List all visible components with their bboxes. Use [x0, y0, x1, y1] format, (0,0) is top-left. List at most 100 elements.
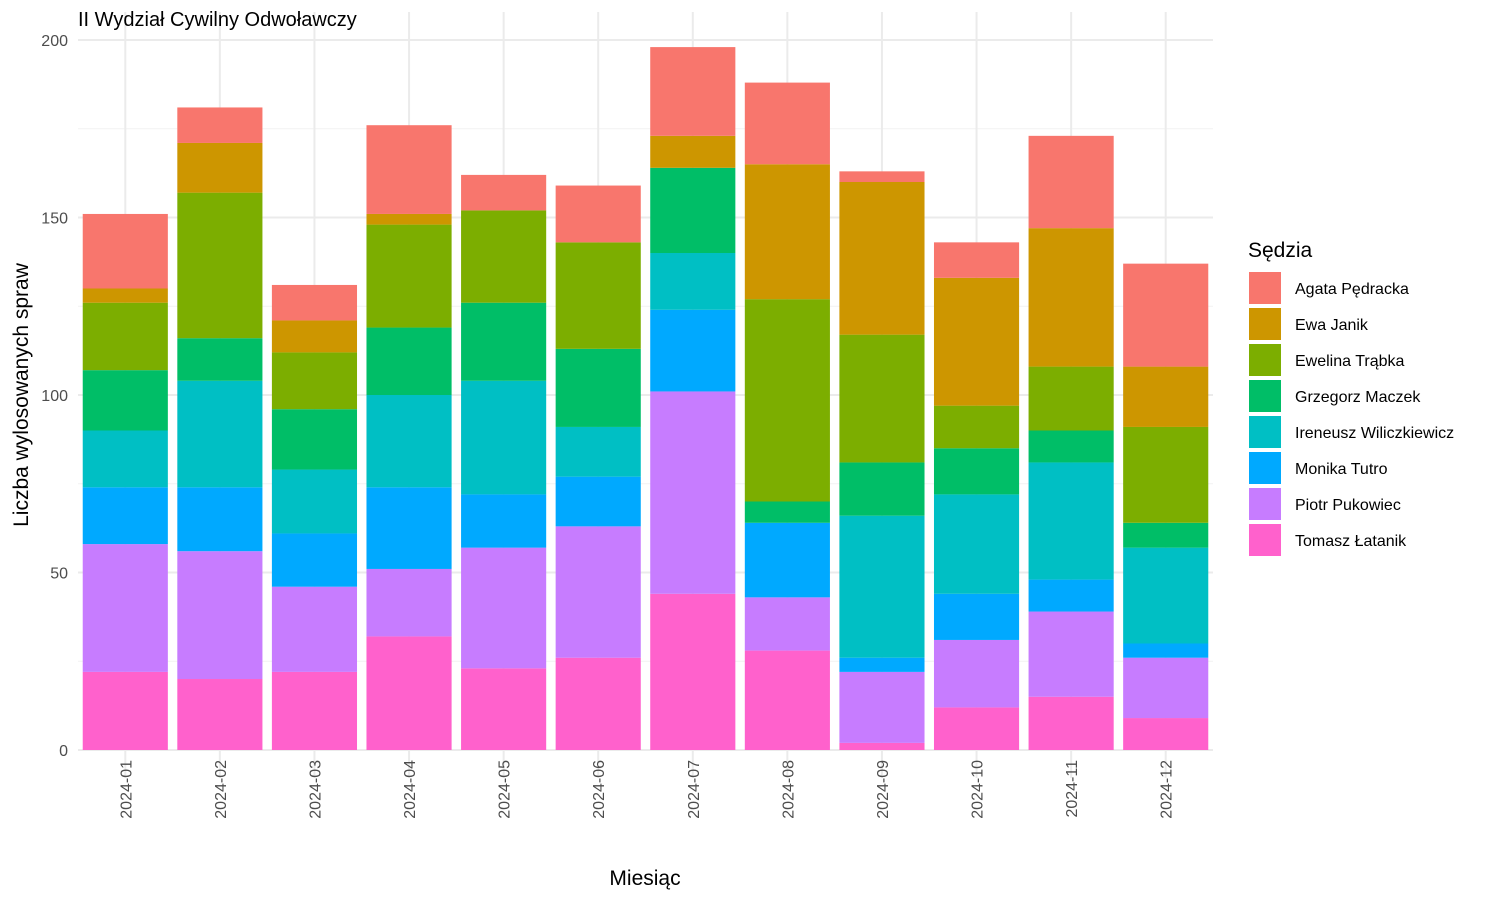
bar-segment [555, 185, 641, 243]
bar-segment [650, 253, 736, 310]
bar-segment [271, 469, 358, 534]
bar-segment [933, 707, 1020, 750]
bar-segment [839, 334, 925, 463]
bar-segment [839, 462, 925, 516]
bar-segment [933, 277, 1020, 406]
bar-segment [933, 639, 1020, 708]
bar-segment [650, 135, 736, 168]
bar-segment [744, 299, 830, 502]
bar-segment [744, 82, 830, 165]
bar-segment [82, 288, 168, 303]
legend-swatch [1249, 452, 1281, 484]
legend-label: Tomasz Łatanik [1295, 533, 1407, 550]
bar-segment [839, 182, 925, 335]
bar-segment [1123, 366, 1209, 427]
bar-segment [933, 405, 1020, 449]
bar-segment [1123, 426, 1209, 523]
bar-segment [555, 526, 641, 658]
legend: Sędzia Agata Pędracka Ewa Janik Ewelina Tr… [1248, 239, 1454, 556]
bar-segment [650, 593, 736, 750]
y-tick-label: 100 [41, 388, 68, 405]
legend-label: Agata Pędracka [1295, 281, 1409, 298]
bar-segment [839, 671, 925, 743]
bar-segment [555, 242, 641, 349]
bar-segment [366, 568, 452, 637]
bar-segment [366, 636, 452, 750]
x-tick-label: 2024-03 [307, 760, 324, 819]
bar-segment [744, 164, 830, 300]
x-tick-label: 2024-02 [213, 760, 230, 819]
bar-segment [1028, 611, 1114, 697]
bar-segment [555, 426, 641, 477]
bar-segment [839, 742, 925, 750]
bar-segment [271, 586, 358, 672]
legend-label: Ewelina Trąbka [1295, 353, 1404, 370]
legend-label: Ireneusz Wiliczkiewicz [1295, 425, 1454, 442]
bar-segment [1028, 462, 1114, 580]
bar-segment [555, 476, 641, 527]
bar-segment [82, 487, 168, 545]
x-tick-label: 2024-06 [591, 760, 608, 819]
x-axis-title: Miesiąc [609, 867, 680, 890]
bar-segment [1028, 579, 1114, 612]
legend-swatch [1249, 272, 1281, 304]
bar-segment [82, 430, 168, 488]
legend-swatch [1249, 488, 1281, 520]
x-tick-label: 2024-05 [497, 760, 514, 819]
bar-segment [177, 142, 263, 193]
bar-segment [177, 338, 263, 381]
bar-segment [366, 213, 452, 225]
bar-segment [177, 679, 263, 750]
bar-segment [744, 501, 830, 523]
bar-segment [1028, 696, 1114, 750]
bar-segment [1123, 547, 1209, 644]
bar-segment [82, 370, 168, 431]
bar-segment [744, 522, 830, 598]
bar-segment [650, 167, 736, 253]
bar-segment [461, 210, 547, 303]
x-tick-label: 2024-01 [118, 760, 135, 819]
legend-swatch [1249, 380, 1281, 412]
bar-segment [177, 487, 263, 552]
x-tick-label: 2024-11 [1064, 760, 1081, 818]
y-tick-label: 150 [41, 211, 68, 228]
legend-swatch [1249, 416, 1281, 448]
bar-segment [82, 671, 168, 750]
bar-segment [82, 544, 168, 672]
bar-segment [933, 593, 1020, 640]
legend-label: Piotr Pukowiec [1295, 497, 1401, 514]
y-tick-label: 50 [50, 566, 68, 583]
bars-layer [82, 47, 1209, 750]
bar-segment [933, 448, 1020, 495]
bar-segment [366, 224, 452, 328]
x-tick-label: 2024-10 [970, 760, 987, 819]
x-tick-label: 2024-04 [402, 760, 419, 819]
bar-segment [1123, 643, 1209, 658]
axes-layer: 0 50 100 150 200 2024-01 2024-02 2024-03 2024-04… [41, 33, 1175, 819]
bar-segment [744, 597, 830, 651]
bar-segment [1028, 366, 1114, 431]
x-tick-label: 2024-12 [1159, 760, 1176, 819]
bar-segment [1028, 430, 1114, 463]
bar-segment [1123, 657, 1209, 719]
bar-segment [839, 657, 925, 672]
bar-segment [555, 348, 641, 427]
bar-segment [461, 174, 547, 211]
bar-segment [839, 515, 925, 658]
y-tick-label: 0 [59, 743, 68, 760]
y-axis-title: Liczba wylosowanych spraw [10, 262, 33, 527]
bar-segment [1123, 522, 1209, 548]
bar-segment [650, 309, 736, 392]
bar-segment [461, 547, 547, 669]
bar-segment [650, 47, 736, 136]
x-tick-label: 2024-07 [686, 760, 703, 819]
legend-swatch [1249, 524, 1281, 556]
bar-segment [271, 320, 358, 353]
bar-segment [1028, 135, 1114, 229]
bar-segment [271, 533, 358, 587]
bar-segment [1123, 263, 1209, 367]
bar-segment [650, 391, 736, 594]
bar-segment [177, 551, 263, 679]
